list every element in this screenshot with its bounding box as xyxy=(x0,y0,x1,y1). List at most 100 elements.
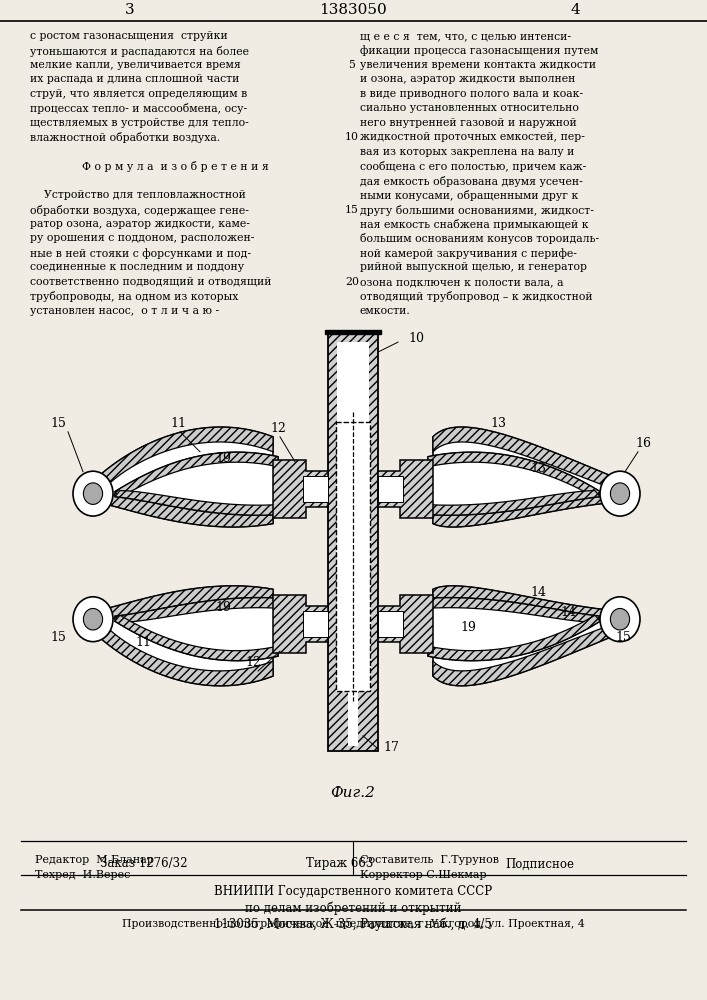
Text: в виде приводного полого вала и коак-: в виде приводного полого вала и коак- xyxy=(360,89,583,99)
Text: ВНИИПИ Государственного комитета СССР: ВНИИПИ Государственного комитета СССР xyxy=(214,885,492,898)
Text: 11: 11 xyxy=(135,636,151,649)
Text: другу большими основаниями, жидкост-: другу большими основаниями, жидкост- xyxy=(360,205,594,216)
Text: 20: 20 xyxy=(345,277,359,287)
Text: установлен насос,  о т л и ч а ю -: установлен насос, о т л и ч а ю - xyxy=(30,306,219,316)
Text: 1383050: 1383050 xyxy=(319,3,387,17)
Ellipse shape xyxy=(600,597,640,642)
Text: процессах тепло- и массообмена, осу-: процессах тепло- и массообмена, осу- xyxy=(30,103,247,114)
Ellipse shape xyxy=(600,471,640,516)
Text: ществляемых в устройстве для тепло-: ществляемых в устройстве для тепло- xyxy=(30,118,249,128)
Polygon shape xyxy=(115,452,278,498)
Text: 3: 3 xyxy=(125,3,135,17)
Text: Фиг.2: Фиг.2 xyxy=(331,786,375,800)
Text: 10: 10 xyxy=(408,332,424,345)
Polygon shape xyxy=(273,460,328,518)
Text: Заказ 1276/32: Заказ 1276/32 xyxy=(100,857,187,870)
Text: струй, что является определяющим в: струй, что является определяющим в xyxy=(30,89,247,99)
Text: Техред  И.Верес: Техред И.Верес xyxy=(35,870,130,880)
Text: влажностной обработки воздуха.: влажностной обработки воздуха. xyxy=(30,132,220,143)
Polygon shape xyxy=(428,452,600,515)
Polygon shape xyxy=(95,586,273,619)
Text: 14: 14 xyxy=(560,606,576,619)
Polygon shape xyxy=(433,586,620,619)
Text: с ростом газонасыщения  струйки: с ростом газонасыщения струйки xyxy=(30,31,228,41)
Polygon shape xyxy=(428,491,600,515)
Text: жидкостной проточных емкостей, пер-: жидкостной проточных емкостей, пер- xyxy=(360,132,585,142)
Ellipse shape xyxy=(610,608,630,630)
Text: емкости.: емкости. xyxy=(360,306,411,316)
Text: 13: 13 xyxy=(530,462,546,475)
Text: Ф о р м у л а  и з о б р е т е н и я: Ф о р м у л а и з о б р е т е н и я xyxy=(81,161,269,172)
Polygon shape xyxy=(95,494,273,527)
Polygon shape xyxy=(95,586,273,686)
Polygon shape xyxy=(115,491,278,515)
Ellipse shape xyxy=(83,483,103,504)
Bar xyxy=(348,691,358,746)
Polygon shape xyxy=(428,452,600,498)
Polygon shape xyxy=(378,476,403,502)
Text: 16: 16 xyxy=(635,437,651,450)
Ellipse shape xyxy=(73,597,113,642)
Text: 15: 15 xyxy=(345,205,359,215)
Bar xyxy=(336,422,370,691)
Polygon shape xyxy=(378,595,433,653)
Ellipse shape xyxy=(610,483,630,504)
Polygon shape xyxy=(433,625,620,686)
Text: Корректор С.Шекмар: Корректор С.Шекмар xyxy=(360,870,486,880)
Text: Производственно-полиграфическое  предприятие, г. Ужгород, ул. Проектная, 4: Производственно-полиграфическое предприя… xyxy=(122,918,585,929)
Bar xyxy=(328,332,378,751)
Polygon shape xyxy=(303,476,328,502)
Bar xyxy=(343,691,363,746)
Text: 19: 19 xyxy=(215,452,231,465)
Text: 11: 11 xyxy=(170,417,186,430)
Text: обработки воздуха, содержащее гене-: обработки воздуха, содержащее гене- xyxy=(30,205,249,216)
Text: 17: 17 xyxy=(383,741,399,754)
Text: 5: 5 xyxy=(349,60,356,70)
Polygon shape xyxy=(433,494,620,527)
Polygon shape xyxy=(433,427,620,527)
Polygon shape xyxy=(433,427,620,488)
Text: 4: 4 xyxy=(570,3,580,17)
Polygon shape xyxy=(433,586,620,686)
Text: утоньшаются и распадаются на более: утоньшаются и распадаются на более xyxy=(30,46,249,57)
Text: озона подключен к полости вала, а: озона подключен к полости вала, а xyxy=(360,277,563,287)
Bar xyxy=(325,330,381,334)
Text: трубопроводы, на одном из которых: трубопроводы, на одном из которых xyxy=(30,291,238,302)
Text: Подписное: Подписное xyxy=(506,857,575,870)
Text: щ е е с я  тем, что, с целью интенси-: щ е е с я тем, что, с целью интенси- xyxy=(360,31,571,41)
Polygon shape xyxy=(428,615,600,661)
Polygon shape xyxy=(115,452,278,515)
Text: 14: 14 xyxy=(530,586,546,599)
Ellipse shape xyxy=(73,471,113,516)
Text: Составитель  Г.Турунов: Составитель Г.Турунов xyxy=(360,855,499,865)
Text: фикации процесса газонасыщения путем: фикации процесса газонасыщения путем xyxy=(360,46,598,56)
Text: по делам изобретений и открытий: по делам изобретений и открытий xyxy=(245,901,461,915)
Text: соединенные к последним и поддону: соединенные к последним и поддону xyxy=(30,262,244,272)
Polygon shape xyxy=(428,598,600,661)
Bar xyxy=(329,422,377,691)
Text: 10: 10 xyxy=(345,132,359,142)
Text: вая из которых закреплена на валу и: вая из которых закреплена на валу и xyxy=(360,147,574,157)
Text: 15: 15 xyxy=(50,631,66,644)
Text: их распада и длина сплошной части: их распада и длина сплошной части xyxy=(30,74,240,84)
Text: Устройство для тепловлажностной: Устройство для тепловлажностной xyxy=(30,190,246,200)
Polygon shape xyxy=(115,615,278,661)
Text: ная емкость снабжена примыкающей к: ная емкость снабжена примыкающей к xyxy=(360,219,589,230)
Polygon shape xyxy=(303,611,328,637)
Polygon shape xyxy=(95,625,273,686)
Polygon shape xyxy=(115,598,278,622)
Text: увеличения времени контакта жидкости: увеличения времени контакта жидкости xyxy=(360,60,596,70)
Text: ру орошения с поддоном, расположен-: ру орошения с поддоном, расположен- xyxy=(30,233,255,243)
Text: отводящий трубопровод – к жидкостной: отводящий трубопровод – к жидкостной xyxy=(360,291,592,302)
Text: сиально установленных относительно: сиально установленных относительно xyxy=(360,103,579,113)
Text: большим основаниям конусов тороидаль-: большим основаниям конусов тороидаль- xyxy=(360,233,599,244)
Text: него внутренней газовой и наружной: него внутренней газовой и наружной xyxy=(360,118,577,128)
Text: рийной выпускной щелью, и генератор: рийной выпускной щелью, и генератор xyxy=(360,262,587,272)
Text: 13: 13 xyxy=(490,417,506,430)
Polygon shape xyxy=(115,598,278,661)
Text: 12: 12 xyxy=(270,422,286,435)
Text: 19: 19 xyxy=(460,621,476,634)
Ellipse shape xyxy=(83,608,103,630)
Polygon shape xyxy=(378,611,403,637)
Text: 19: 19 xyxy=(215,601,231,614)
